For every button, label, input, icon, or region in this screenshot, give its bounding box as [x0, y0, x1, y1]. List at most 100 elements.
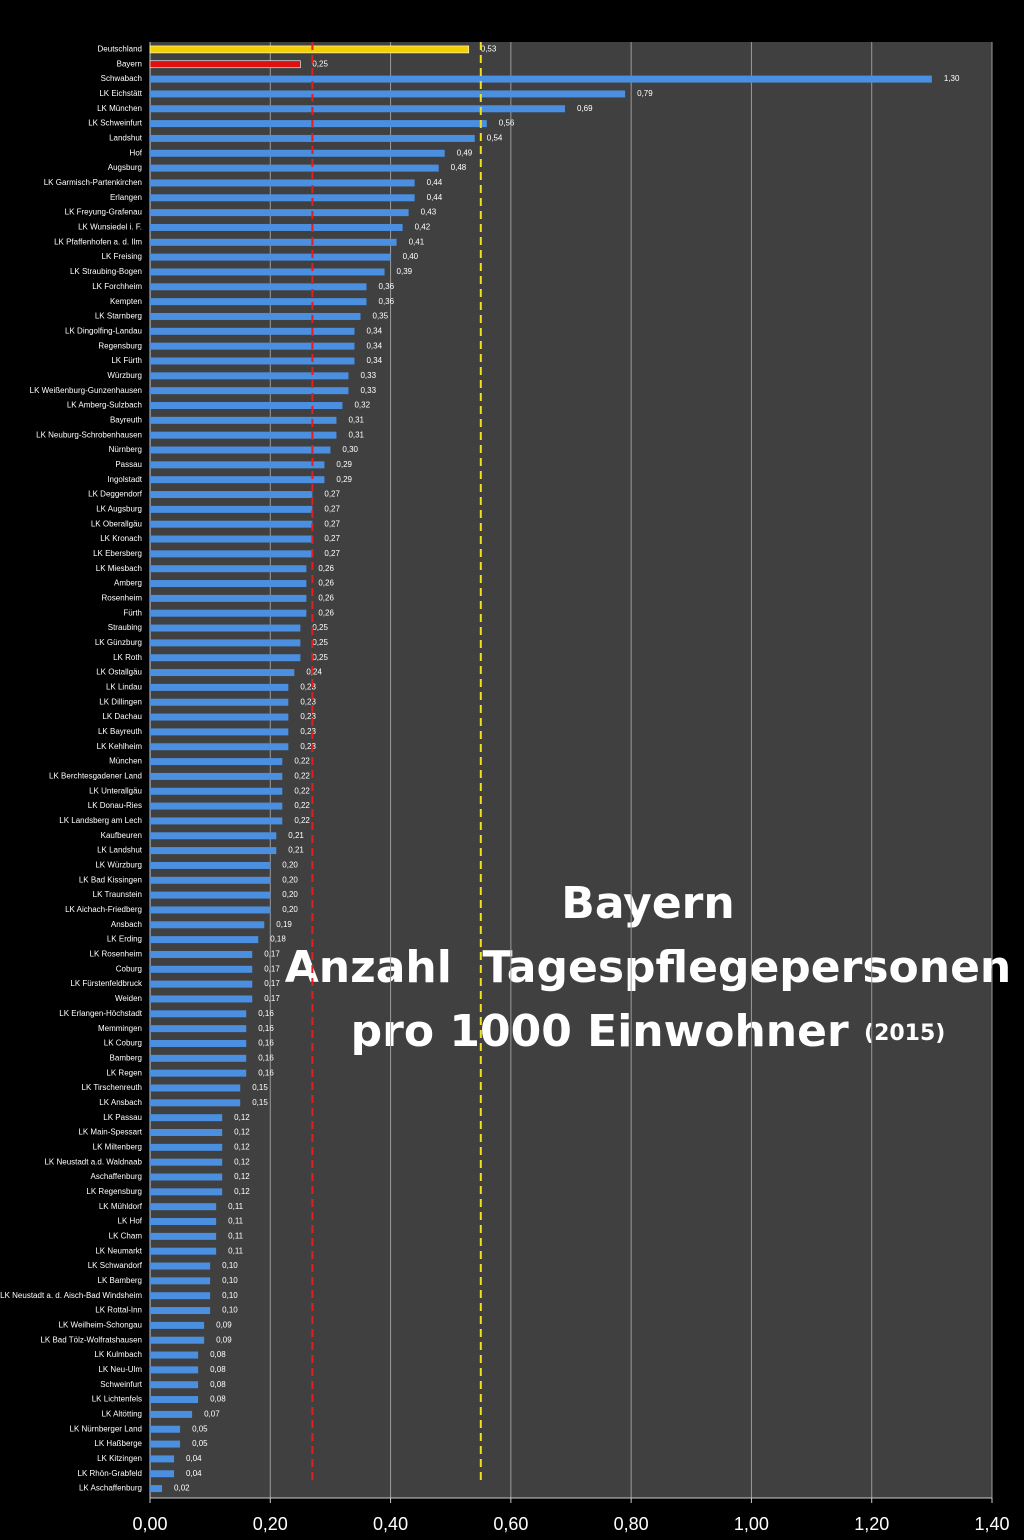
bar — [150, 758, 283, 766]
value-label: 0,16 — [258, 1009, 274, 1018]
y-tick-label: Bayreuth — [110, 415, 142, 424]
y-tick-label: LK Altötting — [102, 1410, 142, 1419]
value-label: 0,07 — [204, 1410, 220, 1419]
y-tick-label: Bayern — [117, 59, 142, 68]
y-tick-label: LK Weißenburg-Gunzenhausen — [30, 386, 142, 395]
value-label: 0,11 — [228, 1246, 244, 1255]
bar — [150, 105, 565, 113]
bar — [150, 120, 487, 128]
bar — [150, 995, 253, 1003]
bar — [150, 476, 325, 484]
bar — [150, 520, 313, 528]
bar — [150, 698, 289, 706]
bar — [150, 743, 289, 751]
y-tick-label: LK Neumarkt — [95, 1246, 142, 1255]
value-label: 0,04 — [186, 1469, 202, 1478]
value-label: 0,24 — [306, 668, 322, 677]
value-label: 0,12 — [234, 1113, 250, 1122]
bar — [150, 535, 313, 543]
y-tick-label: LK Haßberge — [94, 1439, 142, 1448]
y-tick-label: München — [109, 757, 142, 766]
value-label: 0,36 — [379, 297, 395, 306]
bar — [150, 179, 415, 187]
y-tick-label: Bamberg — [110, 1053, 142, 1062]
value-label: 0,16 — [258, 1039, 274, 1048]
value-label: 0,22 — [294, 757, 310, 766]
value-label: 0,19 — [276, 920, 292, 929]
bar — [150, 802, 283, 810]
y-tick-label: LK Dingolfing-Landau — [65, 326, 142, 335]
value-label: 0,34 — [366, 326, 382, 335]
y-tick-label: LK Amberg-Sulzbach — [67, 401, 142, 410]
bar — [150, 639, 301, 647]
bar — [150, 817, 283, 825]
chart-title: Bayern — [561, 878, 734, 929]
value-label: 0,36 — [379, 282, 395, 291]
bar — [150, 1262, 211, 1270]
value-label: 0,25 — [312, 653, 328, 662]
bar — [150, 861, 271, 869]
value-label: 0,49 — [457, 148, 473, 157]
value-label: 0,27 — [324, 534, 340, 543]
bar — [150, 1381, 199, 1389]
y-tick-label: LK Fürstenfeldbruck — [70, 979, 143, 988]
bar — [150, 906, 271, 914]
y-tick-label: LK Weilheim-Schongau — [59, 1320, 142, 1329]
bar — [150, 491, 313, 499]
bar — [150, 1277, 211, 1285]
y-tick-label: Amberg — [114, 579, 142, 588]
y-tick-label: LK Forchheim — [92, 282, 142, 291]
bar — [150, 936, 259, 944]
value-label: 0,27 — [324, 490, 340, 499]
value-label: 0,15 — [252, 1083, 268, 1092]
value-label: 0,53 — [481, 45, 497, 54]
bar — [150, 342, 355, 350]
value-label: 0,08 — [210, 1380, 226, 1389]
value-label: 0,09 — [216, 1335, 232, 1344]
y-tick-label: LK Würzburg — [95, 861, 142, 870]
bar — [150, 1129, 223, 1136]
bar — [150, 1203, 217, 1211]
bar — [150, 1143, 223, 1151]
value-label: 0,12 — [234, 1142, 250, 1151]
value-label: 0,15 — [252, 1098, 268, 1107]
value-label: 0,20 — [282, 875, 298, 884]
bar — [150, 1396, 199, 1404]
bar — [150, 283, 367, 291]
value-label: 0,42 — [415, 223, 431, 232]
bar — [150, 580, 307, 588]
value-label: 0,10 — [222, 1291, 238, 1300]
value-label: 1,30 — [944, 74, 960, 83]
value-label: 0,22 — [294, 772, 310, 781]
y-tick-label: LK Dillingen — [99, 697, 142, 706]
y-tick-label: LK Schwandorf — [88, 1261, 143, 1270]
bar — [150, 149, 445, 157]
value-label: 0,05 — [192, 1424, 208, 1433]
bar — [150, 1307, 211, 1315]
y-tick-label: Erlangen — [110, 193, 142, 202]
bar — [150, 980, 253, 988]
y-tick-label: Rosenheim — [102, 593, 143, 602]
bar — [150, 624, 301, 632]
bar — [150, 446, 331, 454]
bar — [150, 1218, 217, 1226]
bar — [150, 609, 307, 617]
y-tick-label: Fürth — [123, 608, 142, 617]
value-label: 0,20 — [282, 890, 298, 899]
value-label: 0,18 — [270, 935, 286, 944]
value-label: 0,40 — [403, 252, 419, 261]
bar — [150, 669, 295, 677]
bar — [150, 921, 265, 929]
chart-title: Anzahl Tagespflegepersonen — [285, 942, 1012, 993]
y-tick-label: LK Eichstätt — [99, 89, 142, 98]
bar — [150, 253, 391, 261]
bar — [150, 1440, 181, 1448]
value-label: 0,25 — [312, 638, 328, 647]
bar — [150, 891, 271, 899]
value-label: 0,31 — [348, 430, 364, 439]
bar — [150, 312, 361, 320]
bar — [150, 416, 337, 424]
y-tick-label: LK Ebersberg — [93, 549, 142, 558]
y-tick-label: LK Passau — [103, 1113, 142, 1122]
